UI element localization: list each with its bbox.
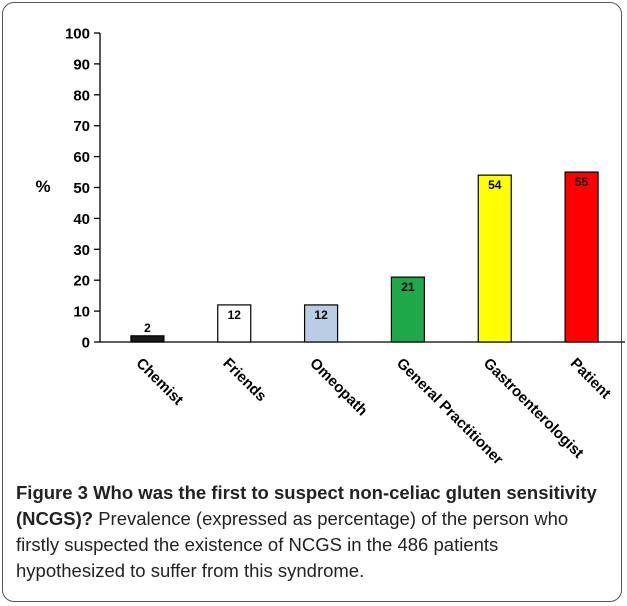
x-tick-label: Chemist bbox=[133, 355, 187, 409]
bar-value-label: 2 bbox=[144, 321, 151, 335]
y-tick-label: 70 bbox=[73, 118, 90, 135]
caption-title: Figure 3 Who was the first to suspect no… bbox=[16, 482, 597, 529]
bar bbox=[303, 304, 339, 343]
y-axis-title: % bbox=[35, 177, 50, 196]
y-tick-label: 50 bbox=[73, 180, 90, 197]
y-tick-label: 90 bbox=[73, 56, 90, 73]
bar-value-label: 55 bbox=[575, 175, 589, 189]
y-tick-label: 30 bbox=[73, 242, 90, 259]
bar bbox=[390, 276, 426, 343]
y-tick-label: 10 bbox=[73, 304, 90, 321]
x-axis: Chemist Friends Omeopath General Practition… bbox=[100, 341, 625, 468]
bar-chart: 0 10 20 30 40 50 60 70 80 90 100 Chemist Friends Ome… bbox=[35, 26, 625, 468]
bar-value-label: 12 bbox=[228, 308, 242, 322]
figure-caption: Figure 3 Who was the first to suspect no… bbox=[16, 480, 612, 584]
y-tick-label: 40 bbox=[73, 211, 90, 228]
y-axis: 0 10 20 30 40 50 60 70 80 90 100 bbox=[65, 26, 101, 352]
x-tick-label: Patient bbox=[567, 355, 614, 402]
y-tick-label: 100 bbox=[65, 26, 90, 43]
y-tick-label: 60 bbox=[73, 149, 90, 166]
bars: 2 12 12 21 54 55 bbox=[130, 171, 599, 343]
bar bbox=[217, 304, 252, 343]
y-tick-label: 20 bbox=[73, 273, 90, 290]
x-tick-label: Friends bbox=[219, 355, 269, 405]
bar-value-label: 54 bbox=[488, 178, 502, 192]
y-tick-label: 80 bbox=[73, 87, 90, 104]
bar bbox=[477, 174, 512, 343]
figure-frame bbox=[2, 2, 622, 602]
y-tick-label: 0 bbox=[82, 335, 90, 352]
bar bbox=[130, 335, 165, 343]
bar-value-label: 21 bbox=[401, 280, 415, 294]
bar-value-label: 12 bbox=[314, 308, 328, 322]
x-tick-label: Omeopath bbox=[306, 355, 370, 419]
caption-text: Prevalence (expressed as percentage) of … bbox=[16, 508, 569, 581]
bar bbox=[564, 171, 599, 343]
